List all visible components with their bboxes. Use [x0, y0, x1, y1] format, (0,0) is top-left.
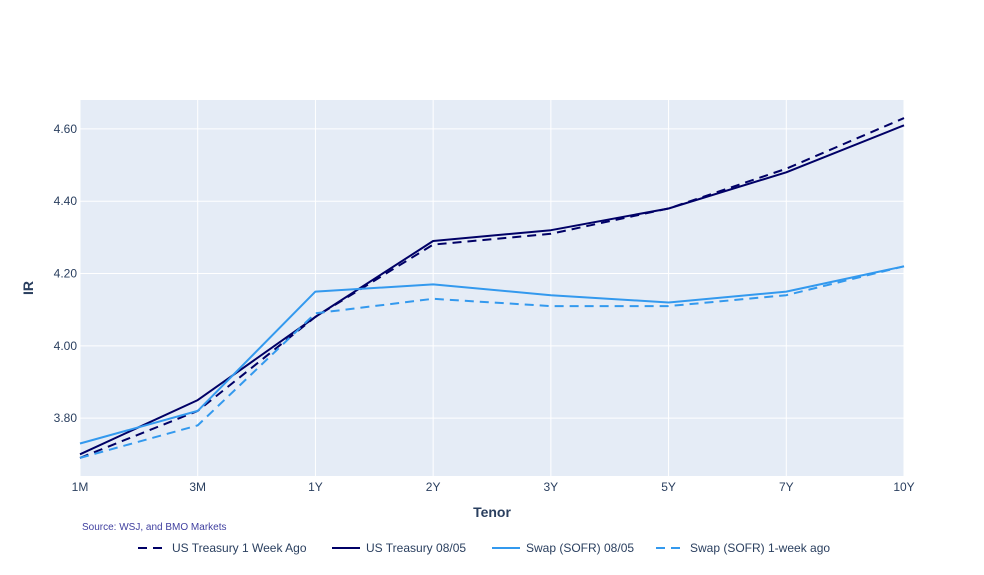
series-lines [79, 117, 905, 459]
y-tick-label: 4.60 [54, 122, 78, 136]
legend-label: Swap (SOFR) 08/05 [526, 541, 634, 555]
legend: US Treasury 1 Week Ago US Treasury 08/05 S… [138, 541, 830, 555]
x-tick-label: 5Y [661, 480, 676, 494]
y-tick-label: 4.00 [54, 339, 78, 353]
tick-labels: 1M 3M 1Y 2Y 3Y 5Y 7Y 10Y 3.80 4.00 4.20 4.40 4.60 [54, 122, 915, 494]
series-line-1 [79, 117, 905, 459]
source-note: Source: WSJ, and BMO Markets [82, 522, 227, 533]
legend-label: US Treasury 08/05 [366, 541, 466, 555]
y-tick-label: 4.20 [54, 267, 78, 281]
x-tick-label: 3M [189, 480, 206, 494]
x-tick-label: 2Y [426, 480, 441, 494]
y-tick-label: 4.40 [54, 194, 78, 208]
series-line-3 [79, 265, 905, 445]
plot-area [80, 100, 904, 476]
series-line-2 [79, 124, 905, 456]
legend-label: US Treasury 1 Week Ago [172, 541, 307, 555]
grid [79, 100, 905, 476]
y-axis-title: IR [20, 281, 36, 295]
x-tick-label: 10Y [893, 480, 914, 494]
y-tick-label: 3.80 [54, 411, 78, 425]
x-tick-label: 1M [72, 480, 89, 494]
legend-label: Swap (SOFR) 1-week ago [690, 541, 830, 555]
x-axis-title: Tenor [473, 504, 511, 520]
x-tick-label: 7Y [779, 480, 794, 494]
x-tick-label: 3Y [544, 480, 559, 494]
x-tick-label: 1Y [308, 480, 323, 494]
series-line-4 [79, 265, 905, 459]
